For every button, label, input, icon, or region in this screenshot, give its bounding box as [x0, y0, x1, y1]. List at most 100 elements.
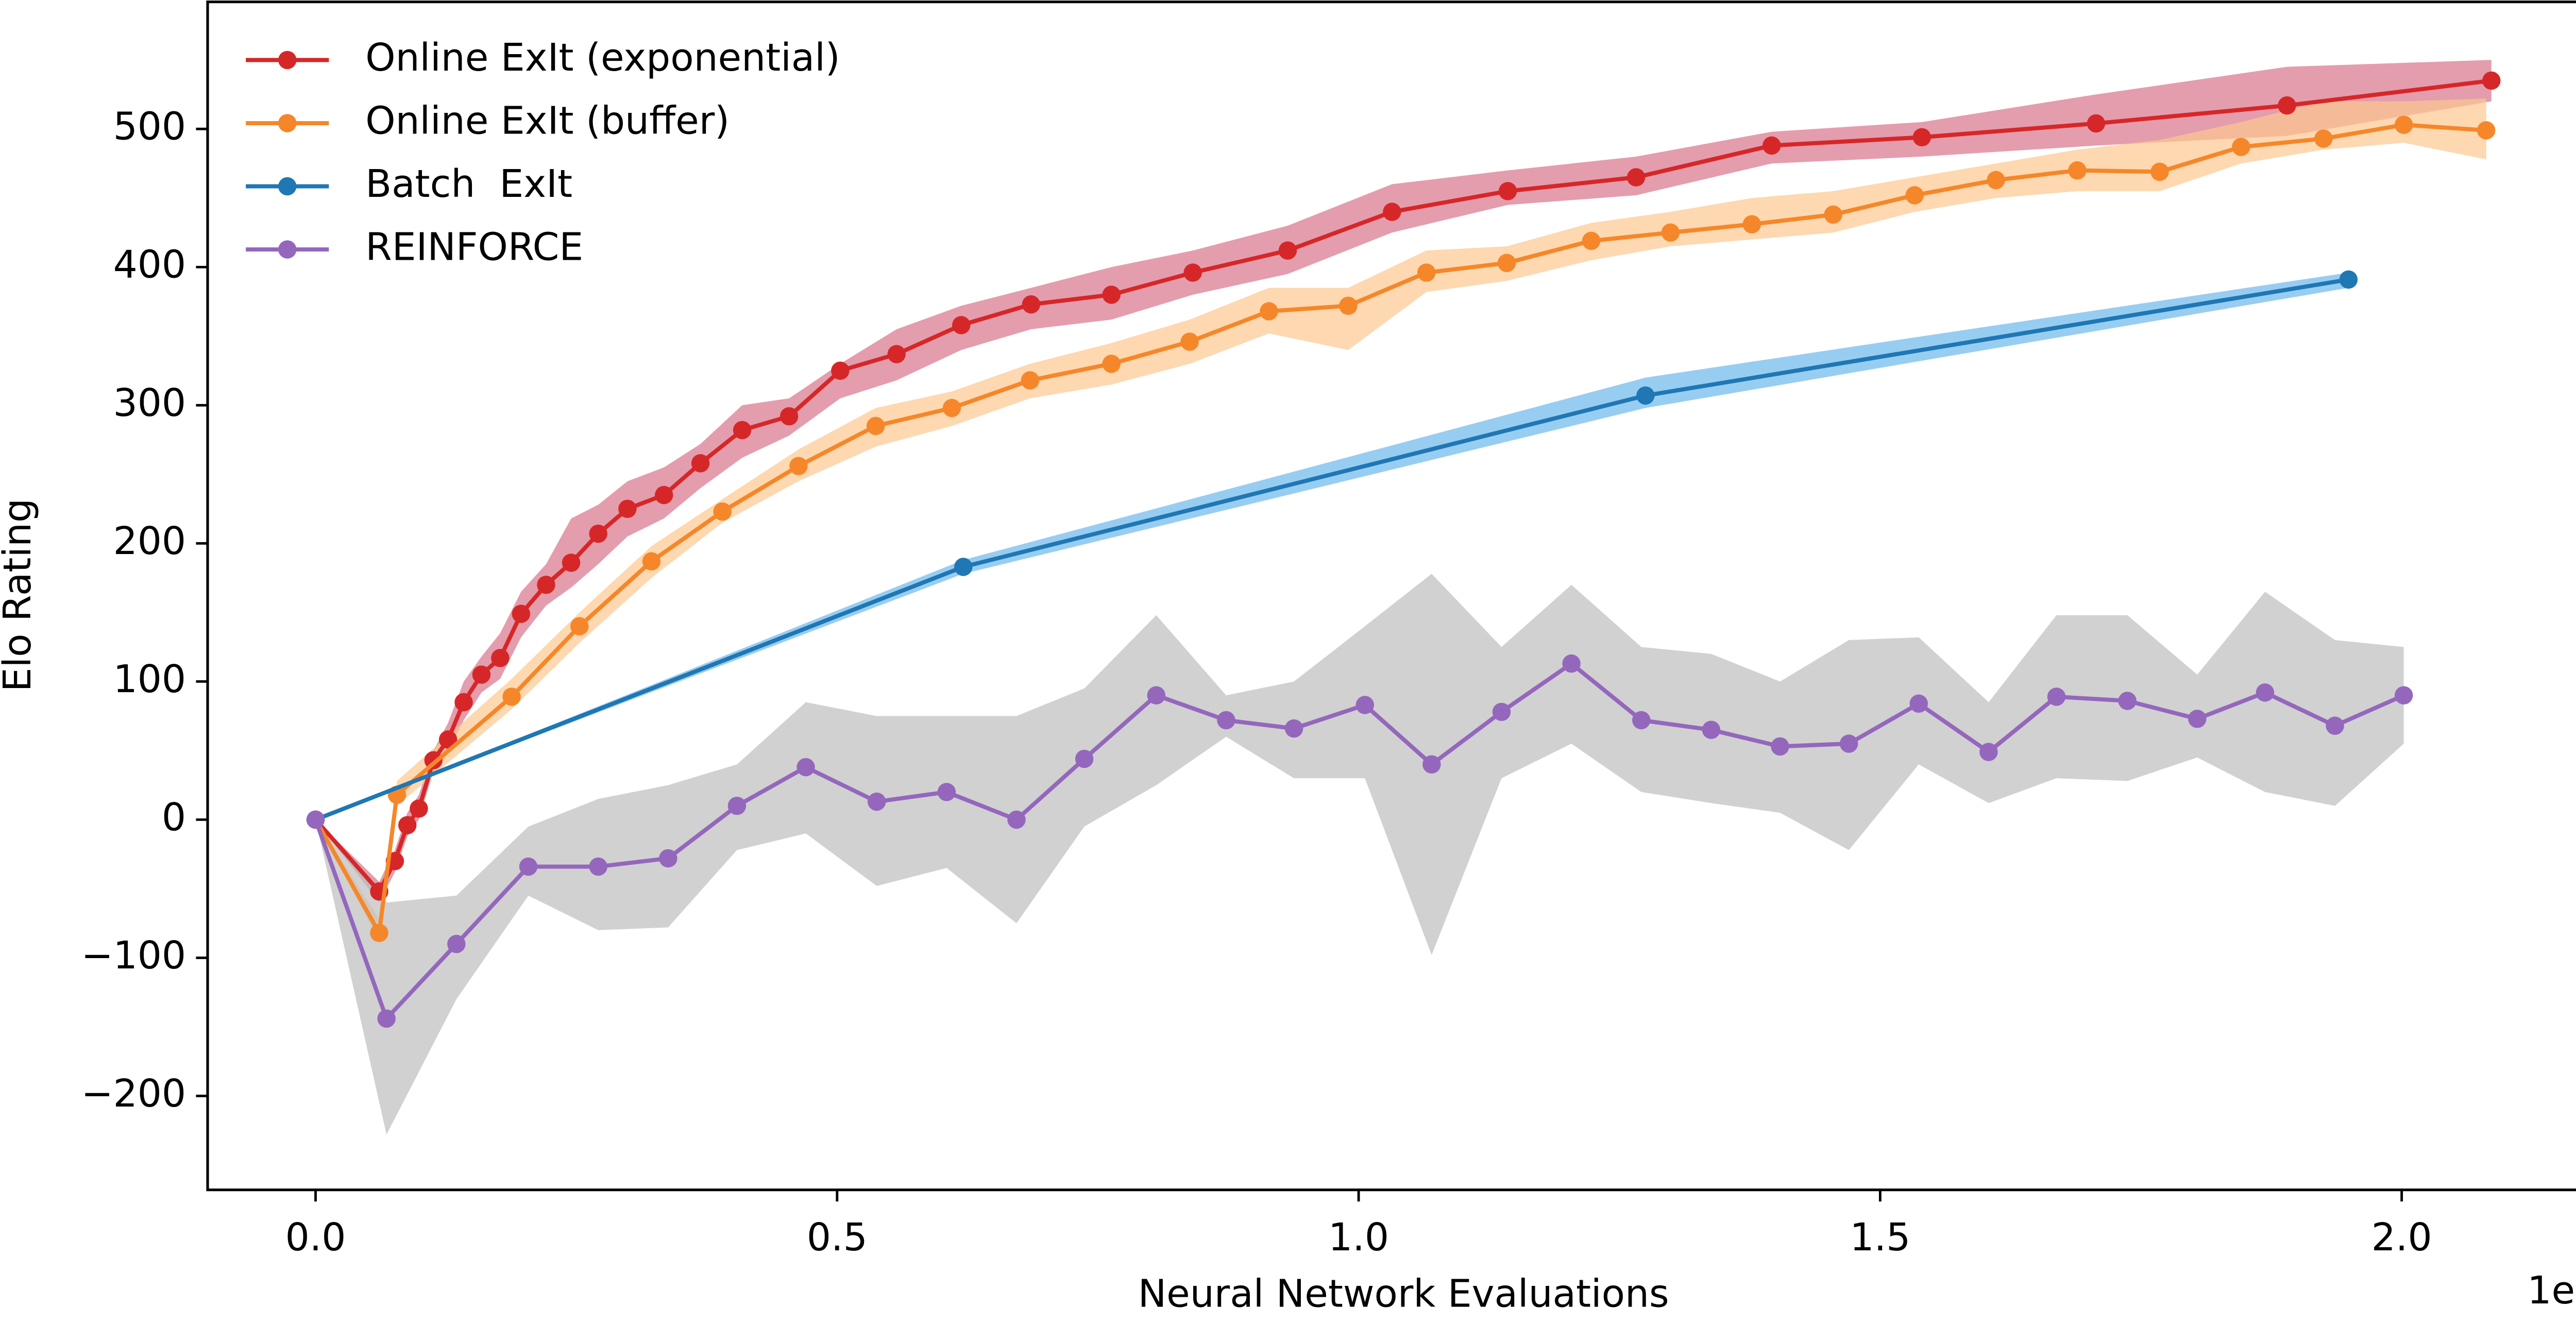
- legend-marker: [278, 240, 297, 259]
- y-tick-label: 200: [113, 519, 186, 563]
- data-point: [713, 502, 732, 521]
- data-point: [1007, 810, 1026, 829]
- data-point: [727, 796, 747, 815]
- legend-label: Online ExIt (buffer): [365, 98, 730, 143]
- data-point: [618, 499, 637, 518]
- legend-marker: [278, 114, 297, 132]
- data-point: [512, 605, 531, 623]
- data-point: [2188, 709, 2207, 728]
- data-point: [1497, 254, 1516, 272]
- legend-label: REINFORCE: [365, 225, 583, 269]
- data-point: [1355, 696, 1374, 714]
- plot-area: [306, 60, 2501, 1135]
- legend-label: Online ExIt (exponential): [365, 36, 840, 80]
- data-point: [1147, 686, 1166, 705]
- data-point: [2068, 161, 2087, 180]
- data-point: [2256, 683, 2275, 702]
- data-point: [2482, 71, 2501, 90]
- data-point: [1021, 371, 1040, 390]
- y-tick-label: 400: [113, 243, 186, 287]
- data-point: [866, 416, 885, 436]
- data-point: [1562, 654, 1581, 673]
- data-point: [2087, 114, 2106, 133]
- data-point: [655, 485, 673, 505]
- legend-marker: [278, 51, 297, 70]
- y-tick-label: 500: [113, 105, 186, 149]
- data-point: [472, 665, 491, 684]
- data-point: [1284, 719, 1303, 738]
- data-point: [2326, 716, 2344, 735]
- confidence-band: [315, 574, 2404, 1135]
- data-point: [779, 407, 799, 426]
- data-point: [1422, 755, 1441, 774]
- data-point: [2394, 686, 2413, 705]
- data-point: [502, 688, 521, 706]
- data-point: [1075, 749, 1094, 768]
- data-point: [659, 849, 677, 868]
- data-point: [570, 617, 589, 635]
- series-line: [315, 277, 2349, 822]
- data-point: [642, 552, 661, 571]
- data-point: [1824, 205, 1843, 224]
- data-point: [2394, 115, 2413, 134]
- data-point: [1909, 694, 1928, 713]
- data-point: [454, 693, 473, 712]
- data-point: [2339, 270, 2358, 289]
- data-point: [2278, 96, 2296, 115]
- data-point: [831, 361, 850, 380]
- x-tick-label: 1.5: [1850, 1215, 1910, 1260]
- y-tick-label: 0: [162, 795, 186, 840]
- y-tick-label: −200: [81, 1071, 186, 1116]
- data-point: [1632, 711, 1651, 730]
- data-point: [1180, 332, 1199, 351]
- y-tick-label: 300: [113, 381, 186, 425]
- data-point: [306, 810, 325, 829]
- x-tick-label: 0.5: [807, 1215, 868, 1260]
- data-point: [1626, 168, 1646, 187]
- data-point: [519, 857, 538, 876]
- data-point: [589, 524, 607, 543]
- data-point: [1839, 734, 1858, 753]
- data-point: [1762, 136, 1781, 155]
- data-point: [789, 457, 808, 475]
- x-tick-label: 2.0: [2371, 1215, 2432, 1260]
- data-point: [370, 924, 388, 942]
- data-point: [868, 792, 886, 811]
- legend-label: Batch ExIt: [365, 162, 572, 206]
- data-point: [2150, 162, 2169, 181]
- data-point: [1498, 182, 1517, 200]
- data-point: [2477, 121, 2496, 140]
- confidence-band: [315, 98, 2486, 942]
- data-point: [1661, 223, 1680, 242]
- data-point: [1417, 263, 1436, 282]
- y-tick-label: −100: [81, 933, 186, 978]
- data-point: [1771, 737, 1789, 756]
- data-point: [1492, 702, 1511, 722]
- data-point: [2047, 688, 2066, 706]
- y-axis-label: Elo Rating: [0, 498, 40, 692]
- data-point: [1905, 186, 1924, 205]
- data-point: [1278, 241, 1297, 260]
- data-point: [691, 454, 710, 473]
- data-point: [2232, 138, 2250, 156]
- data-point: [398, 816, 417, 834]
- y-tick-label: 100: [113, 657, 186, 701]
- data-point: [491, 649, 510, 667]
- data-point: [954, 558, 973, 576]
- legend-marker: [278, 177, 297, 196]
- data-point: [733, 421, 752, 440]
- data-point: [447, 934, 466, 953]
- x-offset-label: 1e9: [2527, 1268, 2576, 1313]
- data-point: [562, 554, 581, 572]
- data-point: [796, 758, 815, 777]
- data-point: [1582, 231, 1601, 250]
- data-point: [1022, 295, 1041, 314]
- confidence-band: [315, 60, 2492, 903]
- data-point: [942, 398, 961, 417]
- x-tick-label: 1.0: [1328, 1215, 1389, 1260]
- data-point: [1183, 263, 1202, 282]
- x-axis-label: Neural Network Evaluations: [1138, 1272, 1669, 1316]
- data-point: [1339, 296, 1358, 315]
